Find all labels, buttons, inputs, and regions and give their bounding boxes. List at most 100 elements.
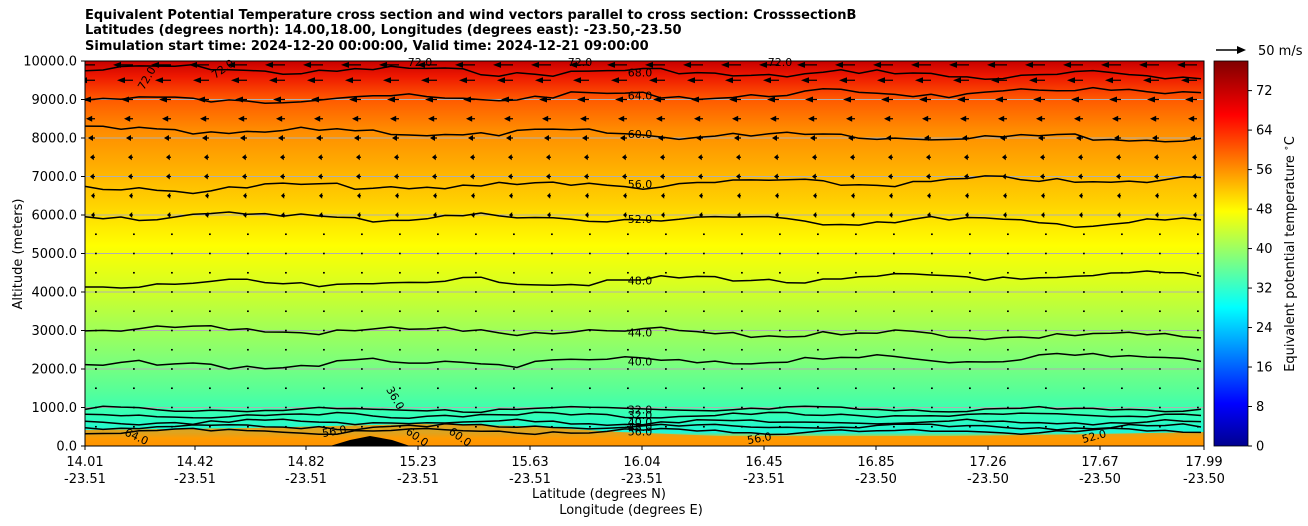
wind-vector-head	[318, 154, 322, 161]
wind-vector-head	[835, 61, 843, 68]
wind-vector	[513, 291, 515, 293]
wind-vector-head	[653, 96, 661, 103]
wind-vector	[1121, 233, 1123, 236]
wind-vector	[1159, 252, 1161, 255]
wind-vector	[247, 233, 249, 236]
wind-vector-head	[585, 212, 589, 218]
wind-vector	[1045, 233, 1047, 236]
wind-vector-head	[736, 154, 740, 161]
wind-vector	[1197, 329, 1199, 332]
wind-vector	[399, 406, 401, 409]
wind-vector	[665, 406, 667, 409]
wind-vector	[627, 271, 629, 274]
wind-vector-head	[623, 192, 627, 199]
wind-vector	[1159, 368, 1161, 370]
wind-vector	[779, 233, 781, 236]
wind-vector	[665, 271, 667, 274]
wind-vector	[285, 425, 287, 428]
wind-vector-head	[615, 96, 623, 103]
wind-vector	[817, 329, 819, 332]
wind-vector	[703, 348, 705, 351]
wind-vector	[589, 310, 591, 313]
wind-vector	[627, 252, 629, 255]
contour-label: 68.0	[628, 67, 653, 80]
wind-vector	[741, 233, 743, 236]
wind-vector-head	[1079, 212, 1083, 218]
wind-vector	[1197, 406, 1199, 409]
wind-vector	[475, 348, 477, 351]
wind-vector-head	[927, 192, 931, 199]
wind-vector	[1007, 329, 1009, 332]
wind-vector	[1159, 425, 1161, 428]
wind-reference-key: 50 m/s	[1216, 44, 1303, 59]
contour-line	[85, 411, 1202, 420]
wind-vector	[513, 271, 515, 274]
wind-vector	[513, 233, 515, 236]
wind-vector	[817, 406, 819, 409]
wind-vector-head	[1154, 154, 1158, 161]
wind-vector	[475, 406, 477, 409]
wind-vector	[779, 348, 781, 351]
wind-vector-head	[86, 115, 93, 122]
wind-vector-head	[877, 77, 885, 84]
wind-vector	[627, 368, 629, 370]
wind-vector	[741, 425, 743, 428]
wind-vector-head	[886, 135, 891, 141]
wind-vector	[779, 291, 781, 293]
wind-vector-head	[189, 61, 197, 68]
wind-vector-head	[884, 115, 891, 122]
wind-vector-head	[428, 115, 435, 122]
wind-vector-head	[383, 77, 391, 84]
x-axis-label-lon: Longitude (degrees E)	[559, 503, 703, 518]
wind-vector	[969, 425, 971, 428]
colorbar-tick-label: 24	[1256, 321, 1273, 336]
x-tick-label-lat: 15.63	[511, 455, 548, 470]
wind-vector	[323, 348, 325, 351]
wind-vector	[171, 406, 173, 409]
wind-vector-head	[775, 192, 779, 199]
wind-vector	[1159, 291, 1161, 293]
wind-vector	[475, 310, 477, 313]
wind-vector	[969, 291, 971, 293]
wind-vector-head	[1071, 96, 1079, 103]
wind-vector-head	[622, 154, 626, 161]
wind-vector	[247, 291, 249, 293]
wind-vector-head	[463, 96, 471, 103]
wind-vector-head	[737, 212, 741, 218]
wind-vector-head	[964, 154, 968, 161]
wind-vector-head	[509, 212, 513, 218]
wind-vector-head	[573, 77, 581, 84]
wind-vector-head	[732, 115, 739, 122]
wind-vector-head	[1185, 96, 1193, 103]
wind-vector	[817, 252, 819, 255]
wind-vector-head	[379, 61, 387, 68]
wind-vector-head	[924, 135, 929, 141]
wind-vector-head	[303, 61, 311, 68]
wind-vector	[475, 291, 477, 293]
wind-vector-head	[319, 212, 323, 218]
wind-vector	[133, 348, 135, 351]
wind-vector	[703, 271, 705, 274]
chart-title-line-1: Equivalent Potential Temperature cross s…	[85, 8, 857, 23]
wind-vector-head	[314, 115, 321, 122]
wind-vector	[323, 368, 325, 370]
wind-vector	[1045, 291, 1047, 293]
wind-vector	[285, 310, 287, 313]
wind-vector	[437, 387, 439, 390]
wind-vector	[285, 271, 287, 274]
wind-vector-head	[166, 154, 170, 161]
wind-vector-head	[307, 77, 315, 84]
wind-vector	[437, 233, 439, 236]
wind-vector-head	[1078, 173, 1082, 180]
wind-vector	[931, 387, 933, 390]
wind-vector-head	[501, 96, 509, 103]
wind-vector-head	[926, 173, 930, 180]
wind-vector	[95, 233, 97, 236]
wind-vector-head	[801, 77, 809, 84]
colorbar-tick-label: 16	[1256, 361, 1273, 376]
wind-vector-head	[546, 154, 550, 161]
wind-vector	[893, 233, 895, 236]
wind-vector-head	[915, 77, 923, 84]
wind-vector	[323, 233, 325, 236]
wind-vector	[703, 425, 705, 428]
